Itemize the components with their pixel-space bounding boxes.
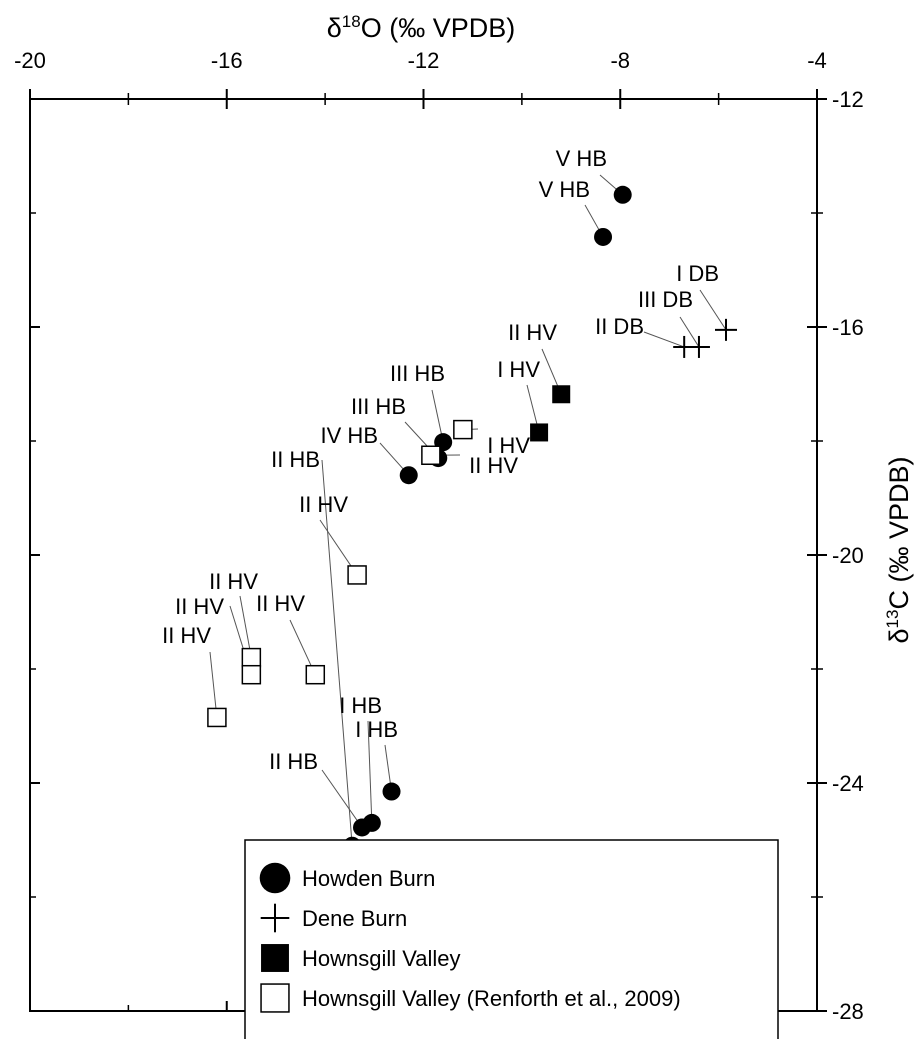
legend-marker-filled-square [261, 944, 289, 972]
x-tick-label: -12 [408, 48, 440, 73]
point-labels: V HB V HB III HB III HB IV HB I HB II HB I HB II… [162, 146, 719, 774]
legend-box [244, 839, 779, 1039]
leader-line [321, 459, 353, 846]
axis-ticks: -20 -16 -12 -8 -4-12-16-20-24-28 [14, 48, 864, 1024]
point-label: II HV [162, 623, 211, 648]
point-label: I HB [355, 717, 398, 742]
point-label: III DB [638, 287, 693, 312]
legend-label: Dene Burn [302, 906, 407, 931]
point-filled-square [552, 385, 571, 404]
point-plus [673, 335, 696, 358]
leader-line [239, 595, 252, 658]
point-open-square [347, 565, 367, 585]
legend-label: Hownsgill Valley (Renforth et al., 2009) [302, 986, 681, 1011]
point-label: V HB [539, 177, 590, 202]
legend-label: Hownsgill Valley [302, 946, 461, 971]
data-points [207, 185, 738, 855]
point-label: III HB [351, 394, 406, 419]
y-tick-label: -28 [832, 999, 864, 1024]
y-tick-label: -16 [832, 315, 864, 340]
point-filled-circle [399, 466, 418, 485]
point-label: II HV [299, 492, 348, 517]
point-filled-circle [594, 227, 613, 246]
y-tick-label: -12 [832, 87, 864, 112]
point-label: I HV [487, 433, 530, 458]
leader-line [699, 289, 727, 331]
y-tick-label: -24 [832, 771, 864, 796]
point-open-square [207, 707, 227, 728]
x-tick-label: -16 [211, 48, 243, 73]
point-label: II HV [175, 594, 224, 619]
point-label: I HV [497, 357, 540, 382]
legend-label: Howden Burn [302, 866, 435, 891]
point-filled-circle [613, 185, 632, 204]
y-tick-label: -20 [832, 543, 864, 568]
point-label: II HV [508, 320, 557, 345]
legend: Howden Burn Dene Burn Hownsgill Valley Hown… [244, 839, 779, 1039]
legend-marker-plus [260, 903, 290, 933]
point-open-square [241, 647, 262, 668]
point-filled-square [530, 423, 549, 442]
leader-line [367, 720, 373, 823]
point-open-square [453, 419, 473, 440]
point-open-square [421, 445, 441, 465]
leader-line [209, 651, 218, 718]
point-label: IV HB [321, 423, 378, 448]
point-label: II HV [209, 569, 258, 594]
point-plus [715, 318, 738, 341]
point-filled-circle [362, 813, 381, 832]
legend-marker-open-square [260, 983, 290, 1013]
x-tick-label: -20 [14, 48, 46, 73]
legend-marker-filled-circle [259, 862, 291, 894]
point-label: V HB [556, 146, 607, 171]
label-leader-lines [209, 174, 727, 846]
leader-line [321, 769, 363, 828]
point-label: II HV [469, 453, 518, 478]
point-label: I DB [676, 261, 719, 286]
point-label: II HB [271, 447, 320, 472]
point-label: I HB [339, 693, 382, 718]
y-axis-title: δ13C (‰ VPDB) [883, 457, 914, 644]
point-label: III HB [390, 361, 445, 386]
point-label: II HB [269, 749, 318, 774]
point-label: II DB [595, 314, 644, 339]
point-open-square [241, 664, 262, 685]
x-tick-label: -8 [610, 48, 630, 73]
point-label: II HV [256, 591, 305, 616]
point-filled-circle [382, 782, 401, 801]
leader-line [679, 316, 700, 348]
leader-line [643, 331, 685, 348]
x-tick-label: -4 [807, 48, 827, 73]
point-open-square [305, 664, 326, 685]
x-axis-title: δ18O (‰ VPDB) [327, 12, 515, 43]
